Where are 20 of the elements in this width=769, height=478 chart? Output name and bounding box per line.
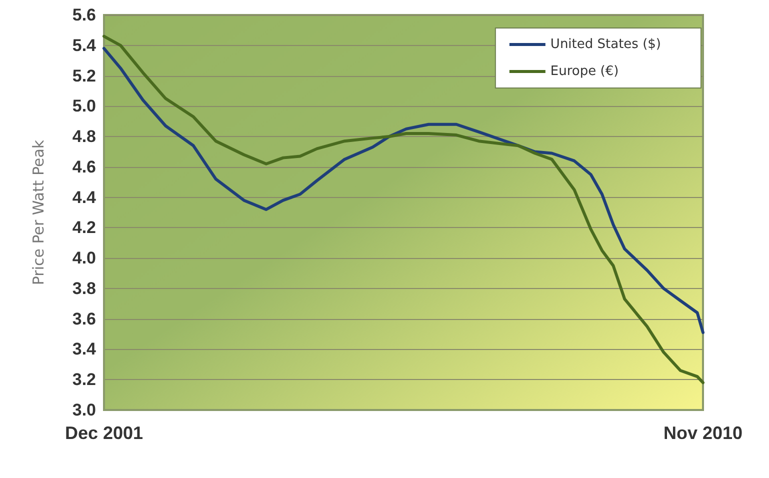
y-tick-label: 5.2: [72, 66, 96, 86]
x-tick-label: Dec 2001: [64, 423, 144, 443]
y-tick-label: 4.2: [72, 218, 96, 238]
y-tick-label: 4.0: [72, 248, 96, 268]
x-tick-label: Nov 2010: [663, 423, 743, 443]
y-tick-label: 3.0: [72, 400, 96, 420]
y-axis-title: Price Per Watt Peak: [30, 140, 48, 286]
y-tick-label: 4.8: [72, 127, 96, 146]
line-series: [102, 34, 704, 384]
y-tick-label: 3.4: [72, 340, 97, 359]
y-tick-label: 3.2: [72, 370, 96, 390]
y-tick-label: 5.6: [72, 6, 96, 24]
y-tick-label: 5.0: [72, 96, 96, 116]
y-tick-label: 5.4: [72, 36, 97, 55]
y-tick-label: 4.6: [72, 157, 96, 176]
legend-label: United States ($): [550, 37, 661, 52]
legend-label: Europe (€): [550, 64, 619, 79]
y-tick-label: 4.4: [72, 188, 97, 207]
y-tick-label: 3.6: [72, 309, 96, 328]
y-tick-label: 3.8: [72, 278, 96, 298]
